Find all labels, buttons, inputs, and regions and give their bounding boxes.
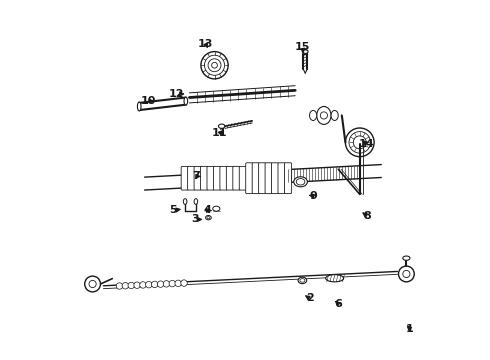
FancyBboxPatch shape	[200, 166, 208, 190]
FancyBboxPatch shape	[239, 166, 247, 190]
FancyBboxPatch shape	[252, 163, 259, 194]
Circle shape	[320, 112, 327, 119]
FancyBboxPatch shape	[207, 166, 215, 190]
Circle shape	[169, 280, 175, 287]
FancyBboxPatch shape	[194, 166, 201, 190]
Text: 5: 5	[170, 206, 177, 216]
Ellipse shape	[183, 199, 187, 204]
Text: 12: 12	[169, 89, 185, 99]
Circle shape	[345, 128, 374, 157]
FancyBboxPatch shape	[285, 163, 292, 194]
FancyBboxPatch shape	[226, 166, 234, 190]
Circle shape	[146, 282, 152, 288]
Ellipse shape	[219, 124, 225, 129]
Ellipse shape	[302, 50, 308, 53]
FancyBboxPatch shape	[188, 166, 195, 190]
Text: 8: 8	[363, 211, 371, 221]
Ellipse shape	[326, 275, 343, 282]
Circle shape	[163, 281, 170, 287]
Circle shape	[175, 280, 181, 287]
Text: 4: 4	[203, 206, 211, 216]
Circle shape	[403, 270, 410, 278]
Text: 2: 2	[306, 293, 314, 303]
FancyBboxPatch shape	[278, 163, 285, 194]
Circle shape	[181, 280, 187, 286]
Circle shape	[201, 51, 228, 79]
Circle shape	[134, 282, 140, 288]
Circle shape	[151, 281, 158, 288]
Ellipse shape	[310, 111, 317, 121]
Ellipse shape	[300, 279, 305, 282]
FancyBboxPatch shape	[181, 166, 189, 190]
Text: 3: 3	[191, 215, 198, 224]
Text: 14: 14	[359, 139, 375, 149]
Circle shape	[212, 62, 218, 68]
Circle shape	[157, 281, 164, 287]
Ellipse shape	[331, 111, 338, 121]
FancyBboxPatch shape	[259, 163, 266, 194]
Text: 7: 7	[193, 171, 200, 181]
Circle shape	[398, 266, 414, 282]
Ellipse shape	[207, 217, 210, 219]
Text: 10: 10	[141, 96, 156, 106]
Circle shape	[208, 59, 221, 72]
Circle shape	[353, 136, 366, 149]
Circle shape	[122, 283, 128, 289]
Text: 13: 13	[198, 39, 213, 49]
Ellipse shape	[403, 256, 410, 260]
Text: 9: 9	[309, 191, 317, 201]
Ellipse shape	[298, 277, 307, 284]
Ellipse shape	[137, 102, 141, 111]
FancyBboxPatch shape	[245, 163, 253, 194]
Text: 6: 6	[334, 299, 342, 309]
Circle shape	[89, 280, 96, 288]
Ellipse shape	[213, 206, 220, 211]
Circle shape	[204, 55, 224, 75]
Circle shape	[128, 282, 134, 289]
Text: 1: 1	[406, 324, 414, 334]
Circle shape	[85, 276, 100, 292]
Ellipse shape	[205, 216, 211, 220]
Ellipse shape	[317, 107, 331, 125]
Ellipse shape	[294, 177, 307, 187]
Ellipse shape	[296, 179, 305, 185]
Text: 11: 11	[212, 129, 228, 138]
Ellipse shape	[184, 97, 188, 105]
Text: 15: 15	[294, 42, 310, 52]
FancyBboxPatch shape	[271, 163, 279, 194]
FancyBboxPatch shape	[265, 163, 272, 194]
Circle shape	[349, 132, 370, 153]
FancyBboxPatch shape	[220, 166, 227, 190]
Ellipse shape	[194, 199, 197, 204]
FancyBboxPatch shape	[233, 166, 240, 190]
Circle shape	[116, 283, 122, 289]
Circle shape	[140, 282, 146, 288]
FancyBboxPatch shape	[214, 166, 221, 190]
